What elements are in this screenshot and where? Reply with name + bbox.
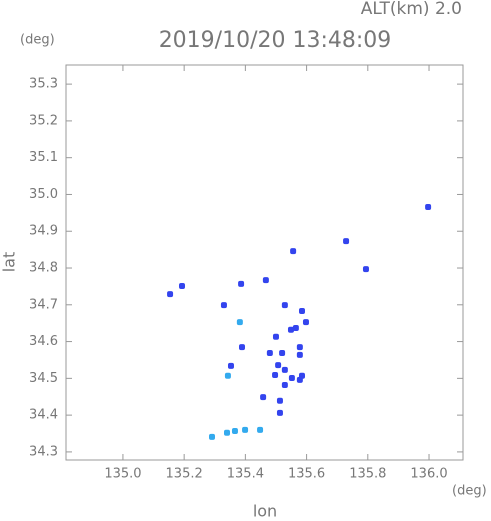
y-tick-label: 34.3 xyxy=(29,444,58,459)
y-tick-label: 34.8 xyxy=(29,261,58,276)
echo xyxy=(236,319,243,326)
echo xyxy=(275,362,282,369)
y-axis-label: lat xyxy=(0,252,19,273)
echo xyxy=(238,280,245,287)
x-unit: (deg) xyxy=(452,484,487,499)
echo xyxy=(290,248,297,255)
echo xyxy=(276,409,283,416)
echo xyxy=(281,381,288,388)
chart-title: 2019/10/20 13:48:09 xyxy=(159,28,392,53)
echo xyxy=(296,351,303,358)
echo xyxy=(224,372,231,379)
x-tick-label: 135.0 xyxy=(104,467,141,482)
echo xyxy=(281,302,288,309)
echo xyxy=(425,203,432,210)
echo xyxy=(220,302,227,309)
x-axis-label: lon xyxy=(253,502,277,521)
y-tick-label: 34.5 xyxy=(29,371,58,386)
echo xyxy=(296,344,303,351)
x-tick-label: 135.4 xyxy=(227,467,264,482)
x-tick-label: 136.0 xyxy=(410,467,447,482)
echo xyxy=(272,333,279,340)
echo xyxy=(262,277,269,284)
echo xyxy=(281,366,288,373)
echo xyxy=(242,426,249,433)
echo xyxy=(260,394,267,401)
echo xyxy=(288,374,295,381)
echo xyxy=(272,372,279,379)
subtitle: ALT(km) 2.0 xyxy=(361,0,462,19)
echo xyxy=(167,291,174,298)
y-tick-label: 35.3 xyxy=(29,77,58,92)
echo xyxy=(266,349,273,356)
echo xyxy=(224,429,231,436)
y-tick-label: 35.1 xyxy=(29,150,58,165)
y-tick-label: 34.9 xyxy=(29,224,58,239)
echo xyxy=(302,319,309,326)
echo xyxy=(298,308,305,315)
y-tick-label: 35.0 xyxy=(29,187,58,202)
x-tick-label: 135.2 xyxy=(166,467,203,482)
y-tick-label: 34.4 xyxy=(29,408,58,423)
y-unit: (deg) xyxy=(20,33,55,48)
x-tick-label: 135.6 xyxy=(288,467,325,482)
echo xyxy=(343,238,350,245)
echo xyxy=(287,326,294,333)
y-tick-label: 34.6 xyxy=(29,334,58,349)
echo xyxy=(279,349,286,356)
y-tick-label: 35.2 xyxy=(29,113,58,128)
echo xyxy=(239,344,246,351)
x-tick-label: 135.8 xyxy=(349,467,386,482)
echo xyxy=(179,283,186,290)
echo xyxy=(362,266,369,273)
echo xyxy=(298,372,305,379)
echo xyxy=(209,433,216,440)
echo xyxy=(276,397,283,404)
echo xyxy=(227,362,234,369)
echo xyxy=(292,324,299,331)
echo xyxy=(257,426,264,433)
plot-frame xyxy=(65,64,464,461)
echo xyxy=(231,427,238,434)
y-tick-label: 34.7 xyxy=(29,297,58,312)
